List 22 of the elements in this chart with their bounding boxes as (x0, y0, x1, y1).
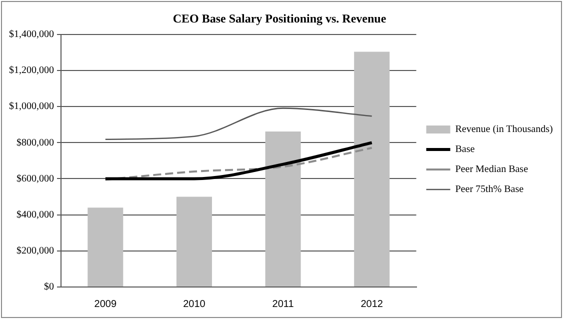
y-tick-label: $800,000 (16, 137, 54, 148)
y-tick-label: $600,000 (16, 173, 54, 184)
legend-label: Base (455, 144, 476, 156)
line-series (104, 146, 373, 181)
x-tick-label: 2010 (183, 298, 206, 310)
bar (176, 196, 212, 286)
x-tick-label: 2011 (272, 298, 294, 310)
legend-label: Peer 75th% Base (455, 184, 524, 196)
y-tick-label: $0 (44, 282, 54, 293)
y-tick-label: $1,400,000 (9, 29, 54, 40)
chart-title: CEO Base Salary Positioning vs. Revenue (172, 11, 387, 26)
legend-label: Peer Median Base (455, 164, 529, 176)
bar (354, 52, 390, 286)
y-tick-label: $400,000 (16, 209, 54, 220)
y-tick-label: $200,000 (16, 246, 54, 257)
y-tick-label: $1,000,000 (9, 101, 54, 112)
x-tick-label: 2012 (360, 298, 384, 310)
legend-label: Revenue (in Thousands) (455, 124, 553, 136)
bar (265, 131, 301, 286)
y-tick-label: $1,200,000 (9, 65, 54, 76)
x-tick-label: 2009 (94, 298, 117, 310)
bar (88, 208, 124, 286)
